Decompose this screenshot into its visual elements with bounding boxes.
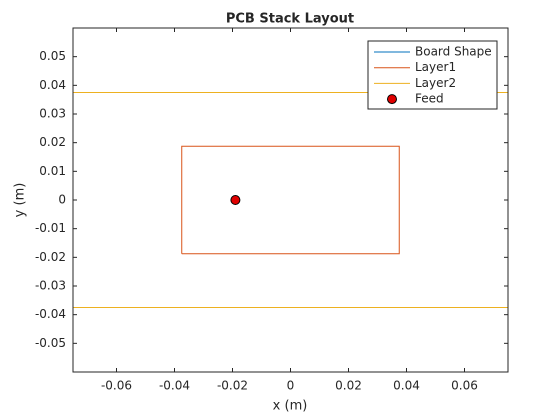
feed-point	[230, 195, 241, 205]
x-tick-label: -0.06	[101, 379, 132, 393]
x-axis-label: x (m)	[273, 399, 308, 414]
y-tick-label: -0.01	[35, 221, 66, 235]
legend-label: Layer1	[415, 60, 456, 74]
y-tick-label: -0.03	[35, 279, 66, 293]
y-tick-label: 0.04	[39, 78, 66, 92]
legend-label: Feed	[415, 92, 444, 106]
x-tick-label: 0.06	[451, 379, 478, 393]
x-tick-label: -0.02	[217, 379, 248, 393]
y-tick-label: 0.05	[39, 49, 66, 63]
y-tick-label: -0.05	[35, 336, 66, 350]
x-tick-label: 0.02	[335, 379, 362, 393]
y-tick-label: 0.03	[39, 107, 66, 121]
axes-box	[72, 27, 509, 373]
chart-title: PCB Stack Layout	[226, 12, 354, 27]
y-tick-label: -0.04	[35, 307, 66, 321]
x-tick-label: -0.04	[159, 379, 190, 393]
legend-label: Board Shape	[415, 45, 492, 59]
x-tick-label: 0	[287, 379, 295, 393]
layer-outline	[181, 145, 400, 255]
legend-label: Layer2	[415, 76, 456, 90]
x-tick-label: 0.04	[393, 379, 420, 393]
y-tick-label: 0	[58, 193, 66, 207]
legend-marker	[387, 94, 397, 105]
y-axis-label: y (m)	[13, 183, 28, 218]
y-tick-label: 0.02	[39, 135, 66, 149]
y-tick-label: 0.01	[39, 164, 66, 178]
y-tick-label: -0.02	[35, 250, 66, 264]
